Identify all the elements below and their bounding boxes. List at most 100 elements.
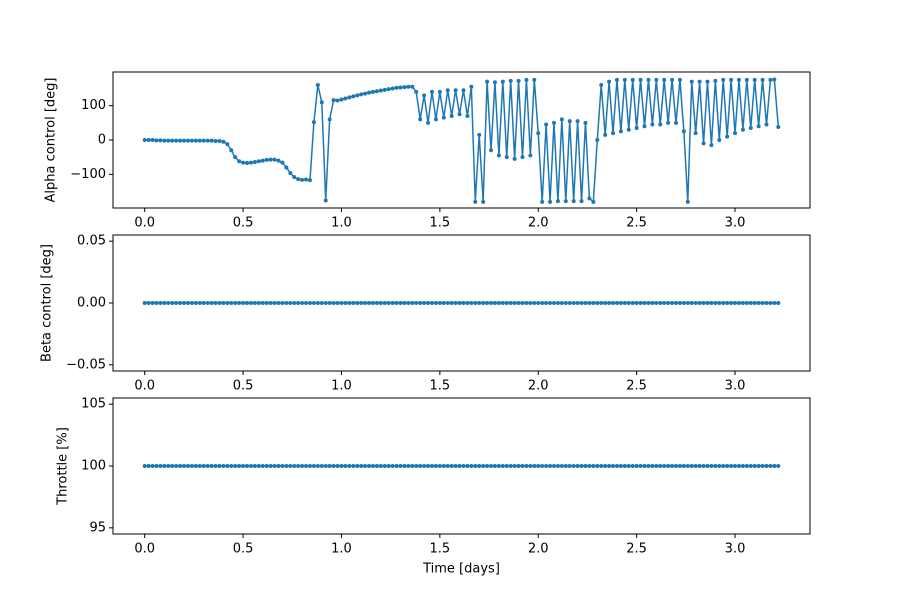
data-point: [241, 464, 246, 468]
data-point: [607, 79, 612, 84]
data-point: [150, 138, 155, 142]
data-point: [504, 301, 509, 305]
data-point: [752, 301, 757, 305]
data-point: [260, 464, 265, 468]
data-point: [343, 96, 348, 101]
data-point: [713, 301, 718, 305]
data-point: [185, 301, 190, 305]
data-point: [323, 198, 328, 203]
data-point: [363, 464, 368, 468]
data-point: [339, 301, 344, 305]
data-point: [331, 301, 336, 305]
data-point: [677, 301, 682, 305]
data-point: [335, 98, 340, 103]
data-point: [516, 78, 521, 83]
data-point: [449, 464, 454, 468]
data-point: [217, 464, 222, 468]
data-point: [536, 464, 541, 468]
data-point: [638, 301, 643, 305]
data-point: [520, 301, 525, 305]
data-point: [406, 84, 411, 89]
data-point: [252, 159, 257, 164]
x-tick-label: 0.5: [233, 216, 254, 231]
axes-frame: [112, 234, 811, 372]
data-point: [441, 301, 446, 305]
data-point: [618, 464, 623, 468]
data-point: [618, 301, 623, 305]
data-point: [658, 122, 663, 127]
data-point: [276, 464, 281, 468]
data-point: [158, 464, 163, 468]
data-point: [772, 464, 777, 468]
data-point: [343, 301, 348, 305]
data-point: [752, 77, 757, 82]
data-point: [386, 301, 391, 305]
data-point: [532, 301, 537, 305]
data-point: [166, 301, 171, 305]
data-point: [422, 464, 427, 468]
data-point: [681, 464, 686, 468]
data-point: [410, 301, 415, 305]
data-point: [378, 464, 383, 468]
data-point: [170, 138, 175, 143]
data-point: [386, 87, 391, 92]
data-point: [650, 301, 655, 305]
data-point: [654, 301, 659, 305]
data-point: [394, 85, 399, 90]
data-point: [733, 131, 738, 136]
data-point: [776, 301, 781, 305]
y-tick-label: −0.05: [66, 357, 106, 372]
data-point: [410, 464, 415, 468]
data-point: [433, 464, 438, 468]
data-point: [756, 464, 761, 468]
data-point: [414, 89, 419, 94]
data-point: [532, 77, 537, 82]
data-point: [237, 464, 242, 468]
data-point: [406, 301, 411, 305]
data-point: [485, 79, 490, 84]
data-point: [359, 301, 364, 305]
y-tick-label: −100: [70, 167, 106, 182]
data-point: [367, 464, 372, 468]
data-point: [697, 79, 702, 84]
data-point: [595, 301, 600, 305]
data-point: [197, 301, 202, 305]
data-point: [355, 93, 360, 98]
data-point: [469, 84, 474, 89]
data-point: [359, 464, 364, 468]
data-point: [339, 464, 344, 468]
data-point: [437, 301, 442, 305]
data-point: [473, 199, 478, 204]
x-tick-label: 2.5: [626, 542, 647, 557]
data-point: [666, 464, 671, 468]
data-point: [500, 464, 505, 468]
data-point: [717, 138, 722, 142]
data-point: [614, 77, 619, 82]
data-point: [441, 115, 446, 120]
data-point: [323, 301, 328, 305]
data-point: [429, 301, 434, 305]
data-point: [536, 131, 541, 136]
data-point: [331, 98, 336, 103]
data-point: [158, 138, 163, 143]
data-point: [433, 301, 438, 305]
data-point: [146, 464, 151, 468]
data-point: [520, 155, 525, 160]
data-point: [752, 464, 757, 468]
data-point: [548, 301, 553, 305]
data-point: [583, 301, 588, 305]
data-point: [575, 464, 580, 468]
data-point: [614, 301, 619, 305]
data-point: [441, 464, 446, 468]
data-point: [217, 301, 222, 305]
data-point: [225, 301, 230, 305]
data-point: [193, 138, 198, 143]
data-point: [465, 464, 470, 468]
data-point: [520, 464, 525, 468]
data-point: [319, 301, 324, 305]
data-point: [599, 301, 604, 305]
data-point: [300, 301, 305, 305]
data-point: [500, 79, 505, 84]
data-point: [512, 301, 517, 305]
data-point: [705, 301, 710, 305]
